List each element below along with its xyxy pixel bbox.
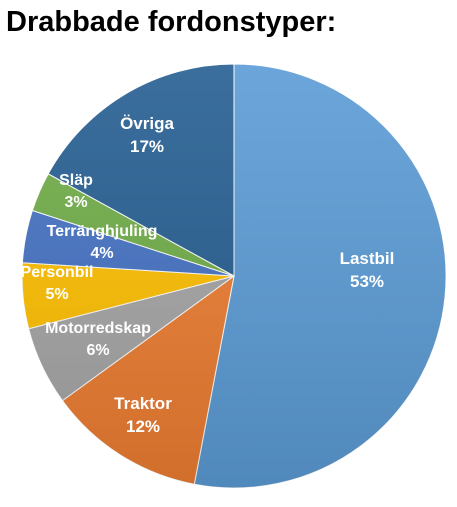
slice-label-motorredskap: Motorredskap xyxy=(45,320,151,337)
slice-label-ovriga: Övriga xyxy=(120,114,174,133)
slice-label-terranghjuling: Terränghjuling xyxy=(47,223,158,240)
slice-value-terranghjuling: 4% xyxy=(90,245,113,262)
slice-value-slap: 3% xyxy=(64,194,87,211)
slice-value-ovriga: 17% xyxy=(130,137,164,156)
slice-value-lastbil: 53% xyxy=(350,272,384,291)
slice-value-personbil: 5% xyxy=(45,286,68,303)
slice-value-traktor: 12% xyxy=(126,417,160,436)
slice-label-traktor: Traktor xyxy=(114,394,172,413)
slice-value-motorredskap: 6% xyxy=(86,342,109,359)
slice-label-slap: Släp xyxy=(59,172,93,189)
chart-title: Drabbade fordonstyper: xyxy=(6,6,337,38)
slice-label-lastbil: Lastbil xyxy=(340,249,395,268)
slice-label-personbil: Personbil xyxy=(21,264,94,281)
